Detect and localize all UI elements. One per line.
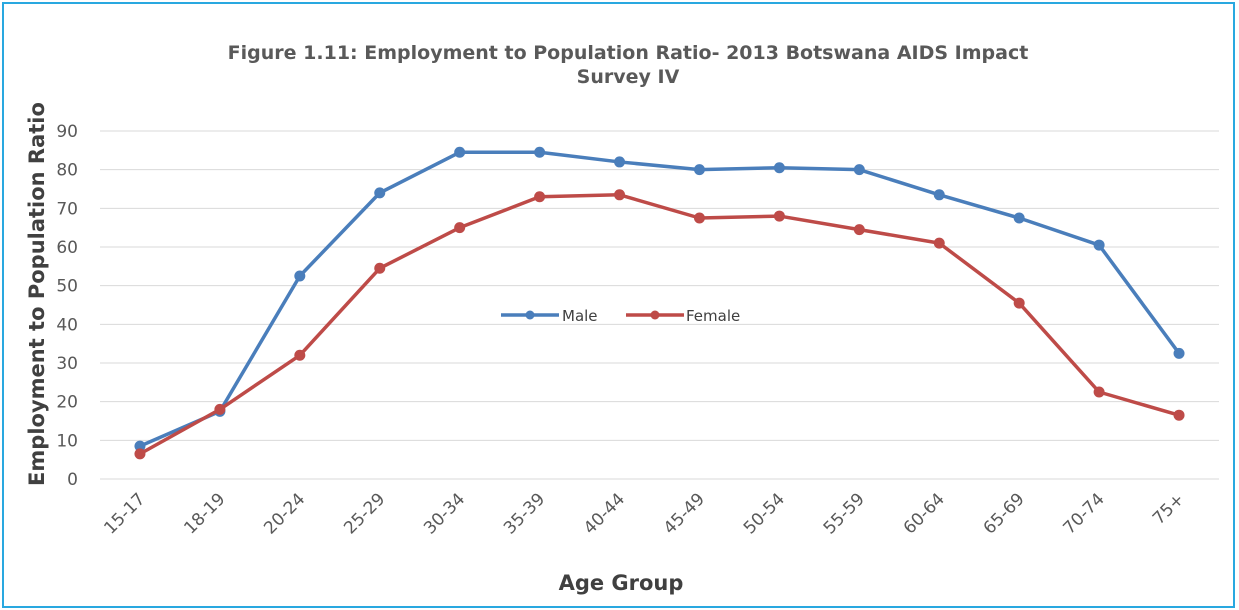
female-data-point [214,403,226,415]
line-chart: Figure 1.11: Employment to Population Ra… [25,42,1219,595]
female-data-point [1173,409,1185,421]
female-data-point [614,189,626,201]
female-data-point [773,210,785,222]
female-data-point [454,222,466,234]
y-axis-title: Employment to Population Ratio [25,102,49,486]
male-data-point [1093,239,1105,251]
female-legend-marker [650,310,660,320]
x-tick-label: 40-44 [580,489,629,538]
male-series-line [139,150,1181,448]
y-tick-label: 40 [56,315,78,335]
x-tick-label: 35-39 [500,489,549,538]
female-data-point [853,224,865,236]
x-tick-label: 30-34 [420,489,469,538]
x-tick-label: 20-24 [260,489,309,538]
female-data-point [294,349,306,361]
male-data-point [294,270,306,282]
x-tick-label: 75+ [1149,489,1189,529]
male-legend-label: Male [562,307,598,325]
female-data-point [693,212,705,224]
female-series-line [139,193,1180,456]
y-tick-label: 50 [56,277,78,297]
x-tick-label: 18-19 [180,489,229,538]
male-data-point [454,146,466,158]
male-data-point [1173,347,1185,359]
chart-title-line-1: Figure 1.11: Employment to Population Ra… [228,42,1029,64]
y-tick-label: 10 [56,431,78,451]
x-tick-label: 25-29 [340,489,389,538]
female-data-point [933,237,945,249]
x-axis-title: Age Group [559,571,684,595]
female-data-point [1013,297,1025,309]
x-tick-label: 50-54 [740,489,789,538]
x-tick-label: 55-59 [820,489,869,538]
gridlines [100,130,1219,480]
y-tick-label: 70 [56,199,78,219]
male-data-point [534,146,546,158]
male-data-point [773,162,785,174]
male-data-point [134,440,146,452]
female-data-point [134,448,146,460]
x-tick-label: 15-17 [100,489,149,538]
female-data-point [534,191,546,203]
x-tick-labels: 15-17 18-19 20-24 25-29 30-34 35-39 40-44 45-49… [100,489,1188,538]
legend: Male Female [501,307,740,325]
female-data-point [1093,386,1105,398]
series-lines [134,146,1185,460]
x-tick-label: 65-69 [980,489,1029,538]
male-legend-marker [525,310,535,320]
male-data-point [374,187,386,199]
x-tick-label: 45-49 [660,489,709,538]
y-tick-label: 0 [67,470,78,490]
male-data-point [693,164,705,176]
male-data-point [853,164,865,176]
y-tick-label: 90 [56,122,78,142]
female-data-point [374,262,386,274]
male-data-point [614,156,626,168]
male-data-point [1013,212,1025,224]
x-tick-label: 60-64 [900,489,949,538]
male-data-point [933,189,945,201]
x-tick-label: 70-74 [1060,489,1109,538]
y-tick-label: 60 [56,238,78,258]
y-tick-label: 80 [56,161,78,181]
female-legend-label: Female [686,307,740,325]
chart-title-line-2: Survey IV [577,66,680,88]
y-tick-label: 20 [56,393,78,413]
y-tick-labels: 0 10 20 30 40 50 60 70 80 90 [56,122,78,490]
y-tick-label: 30 [56,354,78,374]
